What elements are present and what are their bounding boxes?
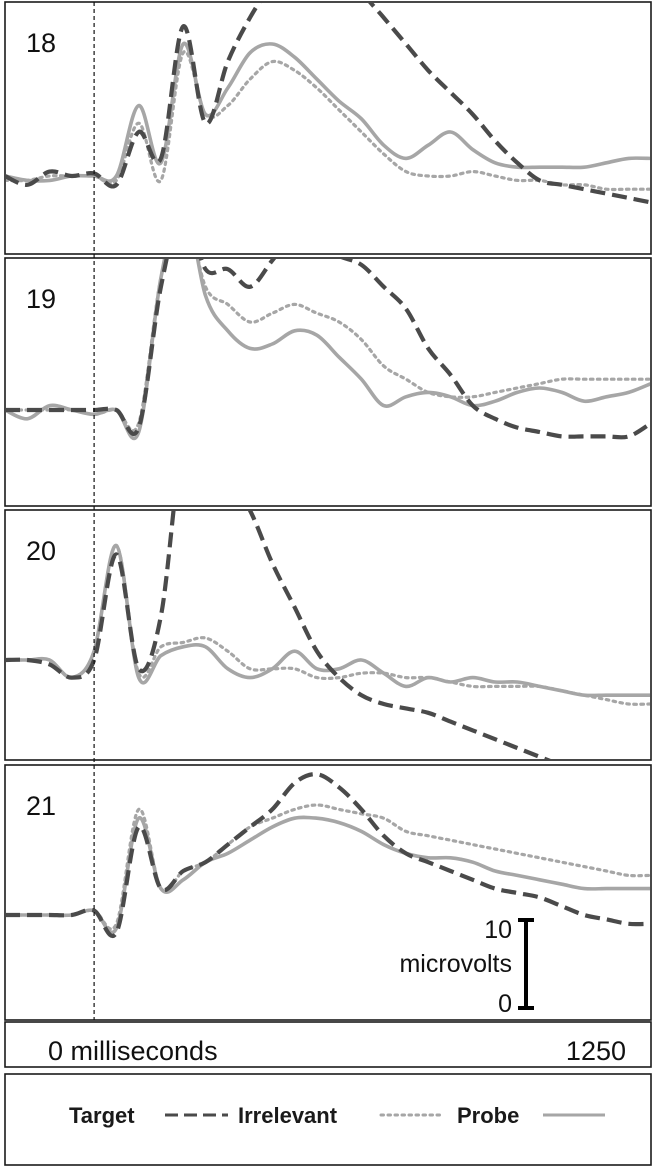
x-axis-start-label: 0 milliseconds bbox=[48, 1036, 218, 1066]
panel-18: 18 bbox=[4, 1, 652, 255]
microvolt-scale-bar: 10 microvolts 0 bbox=[399, 916, 534, 1018]
series-target-line bbox=[6, 511, 551, 759]
panel-traces bbox=[6, 3, 650, 205]
panel-traces bbox=[6, 511, 650, 759]
panel-number-label: 21 bbox=[26, 791, 56, 821]
time-axis-frame bbox=[4, 1021, 652, 1068]
legend-frame bbox=[4, 1073, 652, 1166]
panel-number-label: 19 bbox=[26, 284, 56, 314]
legend-label-irrelevant: Irrelevant bbox=[238, 1103, 338, 1128]
panel-number-label: 20 bbox=[26, 536, 56, 566]
panel-traces bbox=[6, 772, 650, 938]
panel-20: 20 bbox=[4, 509, 652, 761]
panel-frame bbox=[4, 764, 652, 1021]
x-axis-end-label: 1250 bbox=[566, 1036, 626, 1066]
legend: Target Irrelevant Probe bbox=[69, 1103, 605, 1128]
series-irrelevant-line bbox=[6, 543, 650, 706]
panel-frame bbox=[4, 509, 652, 761]
series-target-line bbox=[6, 772, 650, 938]
panel-frame bbox=[4, 257, 652, 507]
scale-top-label: 10 bbox=[484, 916, 512, 944]
panel-21: 21 bbox=[4, 764, 652, 1021]
panel-frame bbox=[4, 1, 652, 255]
panel-19: 19 bbox=[4, 257, 652, 507]
series-probe-line bbox=[6, 42, 650, 183]
legend-label-probe: Probe bbox=[457, 1103, 519, 1128]
series-probe-line bbox=[6, 815, 650, 935]
scale-unit-label: microvolts bbox=[399, 950, 512, 978]
series-target-line bbox=[6, 3, 650, 205]
series-target-line bbox=[6, 259, 650, 440]
panel-traces bbox=[6, 259, 650, 441]
erp-panels: 18 19 20 21 bbox=[4, 1, 652, 1021]
scale-bottom-label: 0 bbox=[498, 990, 512, 1018]
panel-number-label: 18 bbox=[26, 28, 56, 58]
series-irrelevant-line bbox=[6, 803, 650, 931]
legend-label-target: Target bbox=[69, 1103, 135, 1128]
